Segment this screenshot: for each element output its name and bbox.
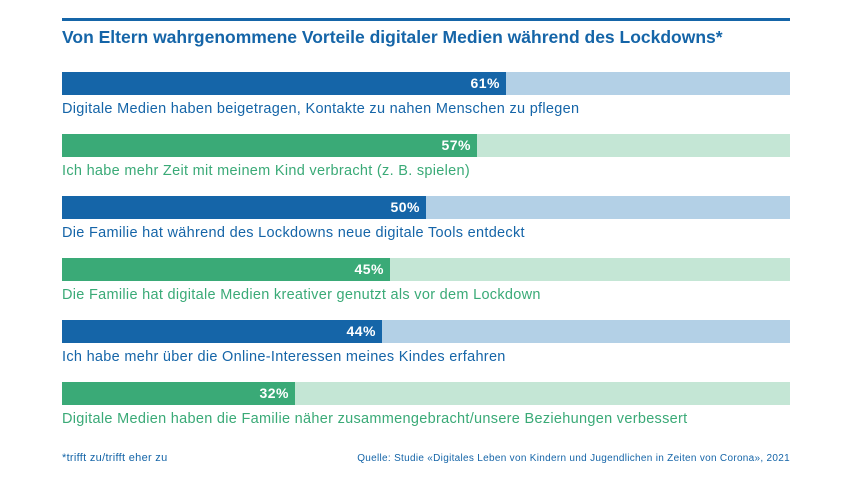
category-label: Ich habe mehr über die Online-Interessen… — [62, 349, 506, 365]
bar-value-label: 57% — [441, 137, 471, 153]
bar-track: 50% — [62, 196, 790, 219]
bar — [62, 258, 390, 281]
bar — [62, 134, 477, 157]
bar-row: 57% Ich habe mehr Zeit mit meinem Kind ve… — [62, 134, 790, 184]
source-note: Quelle: Studie «Digitales Leben von Kind… — [357, 453, 790, 464]
bar — [62, 72, 506, 95]
bar — [62, 382, 295, 405]
bar-track: 32% — [62, 382, 790, 405]
bar-row: 44% Ich habe mehr über die Online-Interes… — [62, 320, 790, 370]
category-label: Ich habe mehr Zeit mit meinem Kind verbr… — [62, 163, 471, 179]
bar-track: 45% — [62, 258, 790, 281]
category-label: Die Familie hat während des Lockdowns ne… — [62, 225, 525, 241]
bar-track: 61% — [62, 72, 790, 95]
bar-value-label: 44% — [346, 323, 376, 339]
bar-value-label: 45% — [354, 261, 384, 277]
bar-row: 45% Die Familie hat digitale Medien kreat… — [62, 258, 790, 308]
category-label: Digitale Medien haben die Familie näher … — [62, 411, 688, 427]
bar-row: 61% Digitale Medien haben beigetragen, Ko… — [62, 72, 790, 122]
category-label: Die Familie hat digitale Medien kreative… — [62, 287, 541, 303]
bar-row: 50% Die Familie hat während des Lockdowns… — [62, 196, 790, 246]
footnote: *trifft zu/trifft eher zu — [62, 452, 168, 464]
bar-value-label: 50% — [390, 199, 420, 215]
bar-track: 44% — [62, 320, 790, 343]
bar — [62, 320, 382, 343]
title-rule — [62, 18, 790, 21]
category-label: Digitale Medien haben beigetragen, Konta… — [62, 101, 580, 117]
bar-row: 32% Digitale Medien haben die Familie näh… — [62, 382, 790, 432]
bar-value-label: 32% — [259, 385, 289, 401]
bar-track: 57% — [62, 134, 790, 157]
bar — [62, 196, 426, 219]
bar-value-label: 61% — [470, 75, 500, 91]
chart-title: Von Eltern wahrgenommene Vorteile digita… — [62, 27, 723, 47]
